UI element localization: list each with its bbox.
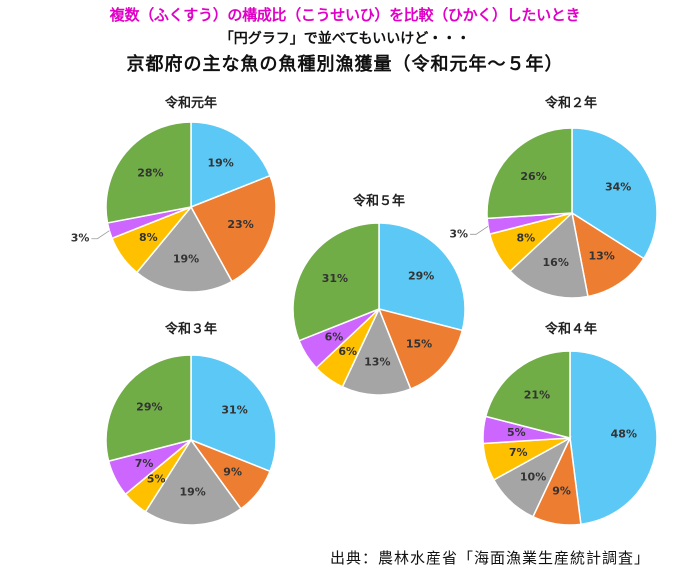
pie-slice-gray [135, 205, 233, 293]
pie-slice-orange [189, 174, 277, 283]
pie-title-r1: 令和元年 [164, 96, 217, 111]
slice-label: 29% [136, 401, 162, 414]
pie-slice-gray [144, 438, 243, 526]
headline: 複数（ふくすう）の構成比（こうせいひ）を比較（ひかく）したいとき [109, 6, 581, 24]
slice-label: 28% [137, 166, 163, 179]
slice-label: 13% [588, 250, 614, 263]
pie-slice-blue [190, 354, 277, 473]
slice-label: 8% [139, 231, 158, 244]
leader-line [470, 225, 489, 235]
slice-label: 5% [147, 473, 166, 486]
pie-title-r2: 令和２年 [544, 96, 597, 111]
slice-label: 31% [221, 403, 247, 416]
pie-slice-green [484, 350, 571, 439]
slice-label: 16% [543, 256, 569, 269]
slice-label: 29% [408, 269, 434, 282]
slice-label: 13% [364, 355, 390, 368]
pie-title-r5: 令和５年 [352, 194, 405, 209]
slice-label: 10% [520, 470, 546, 483]
slice-label: 15% [406, 337, 432, 350]
pie-slice-blue [569, 350, 658, 526]
pie-slice-gray [508, 211, 589, 299]
slice-label: 19% [173, 252, 199, 265]
pie-title-r3: 令和３年 [164, 322, 217, 337]
pie-slice-blue [378, 222, 466, 332]
subheadline: 「円グラフ」で並べてもいいけど・・・ [219, 31, 471, 47]
slice-label: 23% [227, 218, 253, 231]
pie-slice-blue [190, 121, 272, 209]
slice-label: 3% [449, 227, 468, 240]
slice-label: 48% [611, 428, 637, 441]
slice-label: 5% [507, 426, 526, 439]
pie-title-r4: 令和４年 [544, 322, 597, 337]
pie-slice-orange [570, 211, 645, 298]
source-note: 出典：農林水産省「海面漁業生産統計調査」 [330, 549, 651, 567]
slice-label: 7% [135, 457, 154, 470]
slice-label: 31% [322, 272, 348, 285]
slice-label: 7% [509, 446, 528, 459]
pie-slice-green [486, 127, 573, 220]
slice-label: 3% [71, 232, 90, 245]
chart-title: 京都府の主な魚の魚種別漁獲量（令和元年～５年） [126, 54, 564, 75]
slice-label: 9% [552, 484, 571, 497]
pie-slice-green [292, 222, 380, 342]
slice-label: 19% [179, 486, 205, 499]
slice-label: 19% [207, 156, 233, 169]
slice-label: 8% [516, 231, 535, 244]
slice-label: 9% [223, 465, 242, 478]
leader-line [91, 230, 110, 240]
pie-slice-green [105, 354, 192, 463]
slice-label: 6% [338, 345, 357, 358]
slice-label: 21% [524, 388, 550, 401]
pie-slice-gray [341, 307, 412, 396]
slice-label: 34% [605, 181, 631, 194]
slice-label: 26% [520, 170, 546, 183]
slice-label: 6% [325, 331, 344, 344]
pie-slice-orange [377, 307, 464, 390]
pie-slice-green [105, 121, 192, 224]
